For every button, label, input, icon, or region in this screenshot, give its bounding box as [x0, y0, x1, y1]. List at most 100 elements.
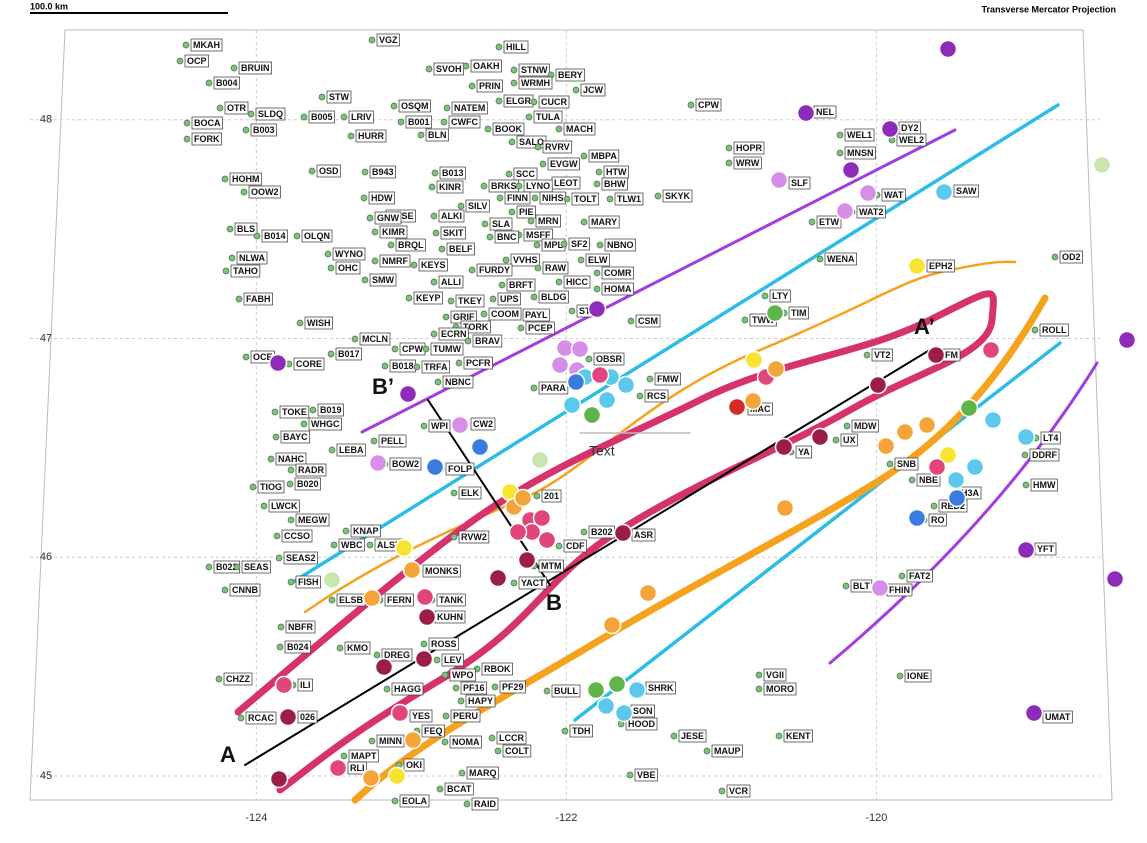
station-label: WAT2 [859, 207, 883, 217]
station-dot [271, 408, 279, 416]
station-label: UX [843, 435, 856, 445]
station-label: ELGR [506, 96, 532, 106]
site-marker [417, 607, 437, 627]
site-marker [965, 457, 985, 477]
station-dot [405, 294, 413, 302]
station-box [213, 76, 240, 90]
site-marker [946, 470, 966, 490]
station-label: VCR [729, 786, 749, 796]
station-dot [836, 149, 844, 157]
station-box [409, 709, 433, 723]
station-box [413, 291, 443, 305]
station-box [317, 403, 344, 417]
station-box [338, 538, 365, 552]
station-box [444, 782, 474, 796]
station-label: SVOH [436, 64, 462, 74]
station-dot [646, 375, 654, 383]
station-box [436, 593, 466, 607]
station-dot [330, 541, 338, 549]
station-label: OLQN [304, 231, 330, 241]
station-label: MCLN [362, 334, 388, 344]
site-marker [402, 560, 422, 580]
station-box [510, 253, 540, 267]
station-dot [300, 420, 308, 428]
station-dot [277, 623, 285, 631]
station-box [494, 230, 519, 244]
station-box [506, 278, 536, 292]
station-label: BCAT [447, 784, 472, 794]
station-dot [410, 261, 418, 269]
site-marker [470, 437, 490, 457]
station-dot [450, 533, 458, 541]
station-dot [572, 86, 580, 94]
site-marker [774, 437, 794, 457]
site-marker [328, 758, 348, 778]
station-dot [1022, 481, 1030, 489]
station-dot [515, 182, 523, 190]
station-box [465, 694, 496, 708]
site-marker [414, 649, 434, 669]
site-marker [532, 508, 552, 528]
station-dot [486, 233, 494, 241]
station-box [326, 90, 352, 104]
station-label: KUHN [437, 612, 463, 622]
station-box [541, 489, 562, 503]
station-box [191, 132, 222, 146]
station-label: FERN [387, 595, 412, 605]
station-dot [420, 640, 428, 648]
station-box [563, 539, 587, 553]
station-box [593, 352, 625, 366]
station-box [350, 524, 381, 538]
site-marker [269, 769, 289, 789]
station-label: MPL [544, 240, 564, 250]
station-box [551, 684, 581, 698]
station-box [580, 83, 606, 97]
station-dot [260, 502, 268, 510]
station-box [916, 473, 941, 487]
station-label: OBSR [596, 354, 623, 364]
station-label: MAC [750, 404, 771, 414]
station-label: MDW [854, 421, 877, 431]
station-label: EPH2 [929, 261, 953, 271]
station-dot [468, 266, 476, 274]
station-box [284, 640, 311, 654]
station-label: CORE [296, 359, 322, 369]
station-box [448, 115, 481, 129]
station-dot [832, 436, 840, 444]
station-dot [930, 502, 938, 510]
site-marker [727, 397, 747, 417]
station-dot [816, 255, 824, 263]
station-dot [327, 264, 335, 272]
station-label: CDF [566, 541, 585, 551]
station-box [466, 766, 499, 780]
station-box [881, 188, 906, 202]
station-label: WPI [431, 421, 448, 431]
station-label: HOMA [604, 284, 632, 294]
station-dot [347, 132, 355, 140]
station-dot [480, 182, 488, 190]
station-box [440, 226, 466, 240]
station-dot [808, 218, 816, 226]
station-box [297, 678, 313, 692]
station-box [783, 729, 813, 743]
station-box [280, 430, 311, 444]
station-dot [215, 675, 223, 683]
note-text: Text [589, 443, 615, 459]
site-marker [361, 768, 381, 788]
site-marker [322, 570, 342, 590]
station-dot [328, 446, 336, 454]
station-dot [216, 104, 224, 112]
station-label: BERY [558, 70, 583, 80]
station-box [294, 477, 321, 491]
station-dot [228, 254, 236, 262]
station-label: LRIV [351, 112, 372, 122]
station-dot [452, 684, 460, 692]
site-marker [766, 359, 786, 379]
station-dot [438, 245, 446, 253]
station-dot [383, 685, 391, 693]
station-box [405, 115, 432, 129]
station-label: EVGW [550, 159, 578, 169]
station-label: OAKH [473, 61, 500, 71]
station-label: ELW [588, 255, 608, 265]
station-box [428, 419, 451, 433]
